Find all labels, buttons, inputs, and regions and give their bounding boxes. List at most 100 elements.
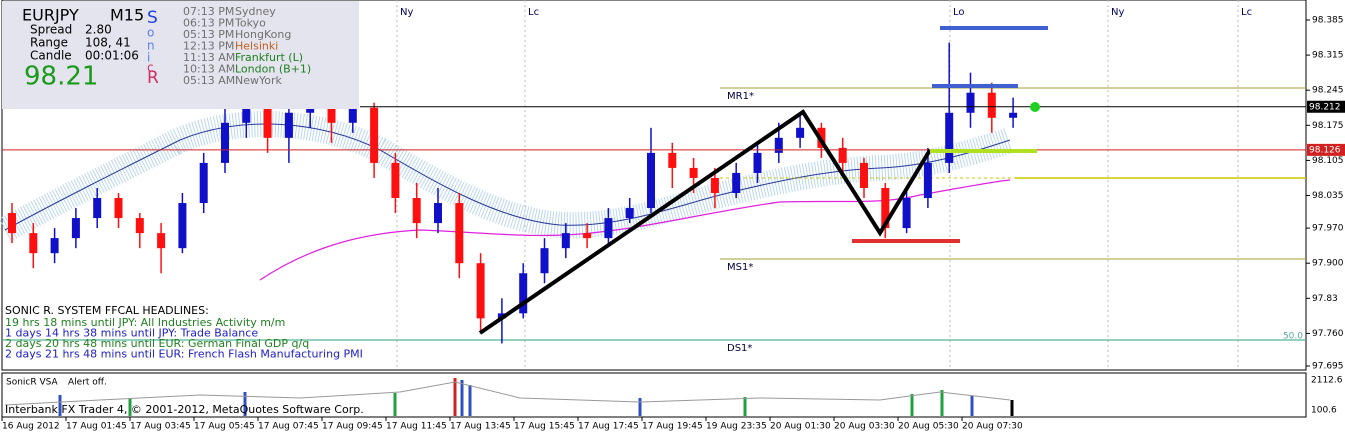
price-lines: 98.212 98.126 — [2, 100, 1345, 156]
price-tick-label: 98.315 — [1312, 51, 1344, 61]
candle-body — [945, 112, 954, 163]
symbol: EURJPY — [22, 6, 79, 25]
headline: 19 hrs 18 mins until JPY: All Industries… — [5, 316, 285, 329]
candle-body — [647, 152, 655, 209]
candle-body — [1009, 112, 1018, 118]
ms1-label: MS1* — [727, 262, 753, 273]
time-label: 17 Aug 19:45 — [642, 422, 703, 432]
price-tick-label: 98.105 — [1312, 156, 1344, 166]
candle-body — [902, 198, 911, 229]
time-label: 17 Aug 01:45 — [66, 422, 127, 432]
time-label: 17 Aug 17:45 — [578, 422, 639, 432]
price-tag-label: 98.212 — [1309, 102, 1341, 112]
vsa-bars — [58, 378, 1014, 416]
candle-body — [668, 152, 677, 168]
signal-dot — [1030, 102, 1040, 112]
session-markers: Ny Lc Lo Ny Lc — [400, 7, 1252, 18]
candle-timer: 00:01:06 — [85, 49, 139, 63]
session-marker: Ny — [1111, 7, 1124, 18]
candle-body — [93, 198, 102, 219]
candle-body — [370, 107, 379, 163]
alert-state: Alert off. — [68, 378, 107, 388]
session-time: 05:13 PM — [183, 28, 234, 41]
mr1-label: MR1* — [727, 91, 754, 102]
session-time: 10:13 AM — [183, 63, 235, 76]
footer: Interbank FX Trader 4, © 2001-2012, Meta… — [5, 403, 364, 416]
candle-body — [881, 187, 890, 229]
candle-body — [263, 107, 272, 138]
candle-label: Candle — [30, 49, 72, 63]
session-time: 12:13 PM — [183, 40, 234, 53]
headlines: SONIC R. SYSTEM FFCAL HEADLINES:19 hrs 1… — [5, 304, 363, 361]
candle-body — [860, 162, 868, 188]
candles — [8, 42, 1018, 344]
price-tick-label: 98.385 — [1312, 16, 1344, 26]
headline: 2 days 21 hrs 48 mins until EUR: French … — [5, 348, 363, 361]
time-label: 17 Aug 11:45 — [386, 422, 447, 432]
price-tick-label: 97.760 — [1312, 329, 1344, 339]
range: 108, 41 — [85, 36, 131, 50]
candle-body — [561, 233, 570, 249]
spread-label: Spread — [30, 23, 72, 37]
vsa-average — [4, 381, 1011, 406]
session-city: NewYork — [235, 74, 283, 87]
time-label: 20 Aug 07:30 — [962, 422, 1023, 432]
candle-body — [221, 122, 229, 163]
candle-body — [50, 238, 59, 254]
candle-body — [242, 107, 251, 123]
candle-body — [838, 147, 847, 163]
ma-slow — [259, 179, 1011, 281]
candle-body — [8, 213, 16, 234]
candle-body — [455, 203, 464, 264]
indicator-frame — [1, 372, 1307, 418]
time-label: 17 Aug 09:45 — [322, 422, 383, 432]
logo-letter: n — [147, 39, 155, 53]
session-time: 07:13 PM — [183, 5, 234, 18]
ma-line — [4, 123, 1011, 231]
timeframe: M15 — [110, 6, 144, 25]
time-label: 20 Aug 01:30 — [770, 422, 831, 432]
time-label: 17 Aug 03:45 — [130, 422, 191, 432]
price-tick-label: 97.900 — [1312, 259, 1344, 269]
candle-body — [476, 263, 485, 319]
price-tag-label: 98.126 — [1309, 145, 1341, 155]
price-axis: 98.385 98.315 98.245 98.175 98.105 98.035 97.9… — [1306, 16, 1344, 372]
session-city: London (B+1) — [235, 63, 311, 76]
candle-body — [774, 137, 783, 153]
candle-body — [625, 208, 634, 219]
bid: 98.21 — [24, 62, 98, 92]
candle-body — [519, 273, 528, 314]
candle-body — [71, 218, 80, 239]
headline: 2 days 20 hrs 48 mins until EUR: German … — [5, 337, 309, 350]
logo: SonicR — [147, 8, 159, 88]
candle-body — [348, 107, 357, 123]
indicator-tick: 100.6 — [1311, 406, 1337, 416]
session-city: Sydney — [235, 5, 276, 18]
price-tag — [1307, 143, 1345, 156]
time-label: 17 Aug 15:45 — [514, 422, 575, 432]
candle-body — [199, 162, 208, 204]
candle-body — [284, 112, 293, 138]
headline: 1 days 14 hrs 38 mins until JPY: Trade B… — [5, 327, 258, 340]
logo-letter: S — [147, 8, 158, 28]
session-time: 05:13 AM — [183, 74, 235, 87]
candle-body — [732, 172, 741, 193]
session-marker: Ny — [400, 7, 413, 18]
logo-letter: i — [147, 51, 150, 65]
price-tick-label: 98.245 — [1312, 86, 1344, 96]
price-tick-label: 97.83 — [1312, 294, 1338, 304]
time-label: 17 Aug 05:45 — [194, 422, 255, 432]
candle-body — [689, 167, 698, 178]
session-marker: Lc — [1241, 7, 1252, 18]
session-city: HongKong — [235, 28, 291, 41]
candle-body — [434, 203, 442, 224]
fib-label: 50.0 — [1283, 332, 1303, 342]
candle-body — [412, 198, 421, 224]
price-tick-label: 97.970 — [1312, 224, 1344, 234]
candle-body — [391, 162, 400, 199]
indicator-name: SonicR VSA — [6, 378, 59, 388]
candle-body — [29, 233, 38, 254]
spread: 2.80 — [85, 23, 112, 37]
